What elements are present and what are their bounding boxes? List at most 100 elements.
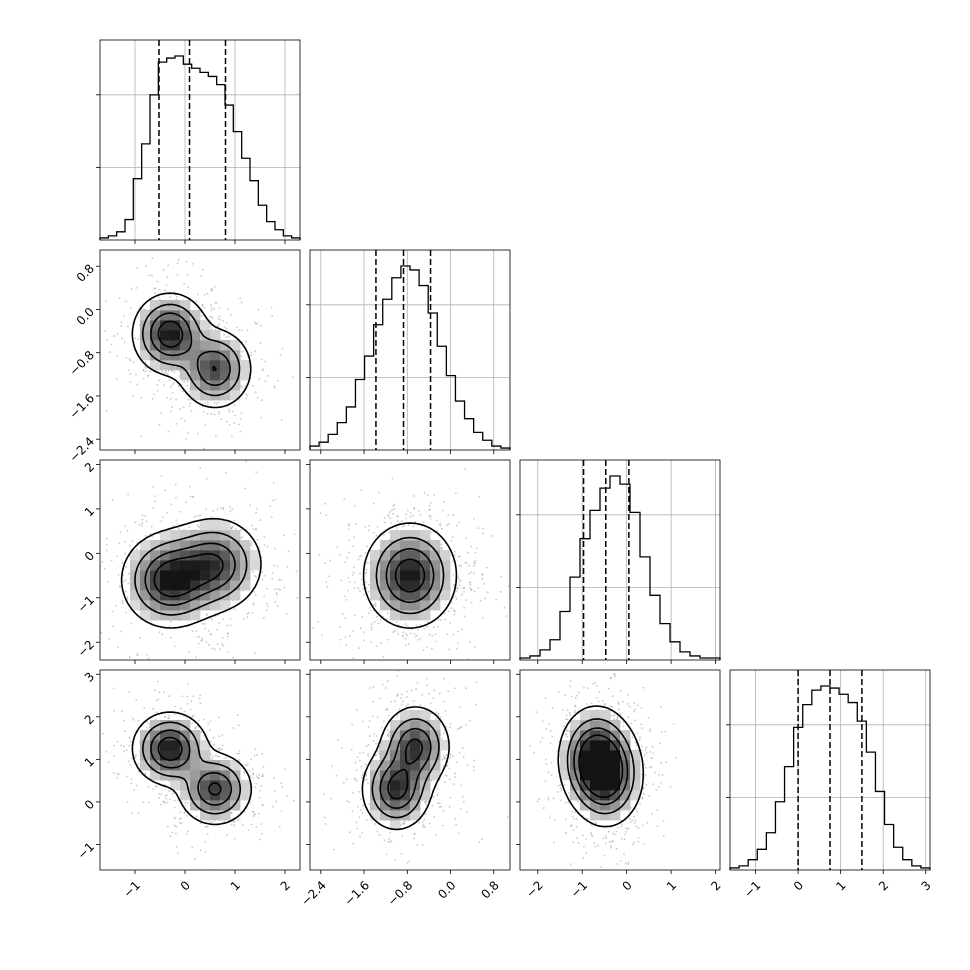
scatter-point: [123, 750, 125, 753]
contour-line: [157, 736, 222, 796]
density-cell: [210, 530, 221, 541]
scatter-point: [283, 586, 286, 589]
scatter-point: [400, 703, 403, 706]
scatter-point: [440, 543, 443, 546]
density-cell: [390, 560, 401, 571]
scatter-point: [222, 644, 225, 647]
density-cell: [150, 600, 161, 611]
scatter-point: [175, 846, 178, 848]
scatter-point: [629, 806, 632, 809]
scatter-point: [128, 744, 131, 747]
panel-frame: [99, 39, 301, 241]
scatter-point: [672, 723, 675, 726]
density-cell: [430, 760, 441, 771]
scatter-point: [324, 823, 327, 825]
scatter-point: [375, 534, 378, 537]
scatter-point: [155, 785, 158, 788]
scatter-point: [374, 602, 377, 605]
density-cell: [180, 530, 191, 541]
density-cell: [150, 730, 161, 741]
scatter-point: [344, 595, 346, 598]
scatter-point: [274, 601, 276, 603]
scatter-point: [649, 766, 651, 769]
density-cell: [240, 370, 251, 381]
scatter-point: [180, 817, 182, 820]
scatter-point: [480, 838, 483, 841]
scatter-point: [198, 635, 201, 638]
density-cell: [400, 600, 411, 611]
y-tick-label: 3: [82, 669, 97, 684]
density-cell: [430, 540, 441, 551]
scatter-point: [432, 696, 435, 699]
scatter-point: [594, 845, 597, 848]
scatter-point: [110, 559, 113, 562]
scatter-point: [398, 708, 401, 711]
scatter-point: [442, 809, 445, 812]
density-cell: [420, 580, 431, 591]
scatter-point: [405, 517, 407, 520]
scatter-point: [643, 754, 646, 757]
scatter-point: [379, 697, 382, 700]
scatter-point: [422, 520, 424, 523]
scatter-point: [103, 567, 106, 570]
scatter-point: [274, 547, 276, 550]
scatter-point: [664, 730, 667, 733]
scatter-point: [261, 773, 264, 776]
scatter-point: [170, 503, 173, 506]
scatter-point: [443, 501, 445, 503]
scatter-point: [373, 733, 376, 735]
scatter-point: [225, 322, 228, 324]
density-cell: [150, 590, 161, 601]
scatter-point: [141, 514, 144, 517]
scatter-point: [203, 293, 206, 296]
scatter-point: [226, 624, 229, 627]
scatter-point: [564, 801, 567, 804]
scatter-point: [236, 819, 239, 822]
scatter-point: [156, 383, 159, 386]
density-cell: [430, 570, 441, 581]
scatter-point: [387, 612, 389, 615]
density-cell: [380, 800, 391, 811]
density-cell: [590, 750, 601, 761]
density-cell: [410, 710, 421, 721]
scatter-point: [221, 748, 223, 751]
scatter-point: [448, 648, 451, 651]
scatter-point: [351, 810, 354, 813]
scatter-point: [469, 587, 471, 590]
density-cell: [140, 590, 151, 601]
scatter-point: [200, 315, 203, 317]
scatter-point: [369, 609, 372, 612]
scatter-point: [257, 776, 259, 779]
scatter-point: [470, 589, 473, 591]
scatter-point: [233, 837, 236, 840]
scatter-point: [137, 719, 140, 722]
scatter-point: [414, 666, 416, 668]
scatter-point: [360, 489, 363, 492]
scatter-point: [210, 325, 212, 327]
scatter-point: [629, 821, 632, 823]
density-cell: [370, 790, 381, 801]
scatter-point: [126, 529, 129, 532]
density-cell: [150, 770, 161, 781]
scatter-point: [135, 784, 138, 787]
scatter-point: [145, 366, 148, 369]
scatter-point: [574, 705, 576, 708]
density-cell: [210, 370, 221, 381]
scatter-point: [641, 797, 644, 800]
scatter-point: [361, 616, 364, 618]
scatter-point: [331, 765, 334, 768]
scatter-point: [573, 711, 576, 714]
scatter-point: [107, 581, 110, 583]
density-cell: [180, 580, 191, 591]
scatter-point: [332, 848, 335, 851]
scatter-point: [444, 710, 447, 712]
density-cell: [180, 550, 191, 561]
scatter-point: [602, 837, 605, 840]
scatter-point: [318, 554, 321, 556]
scatter-point: [436, 794, 439, 796]
contour-line: [387, 738, 423, 800]
scatter-point: [230, 823, 233, 826]
scatter-point: [401, 520, 403, 523]
density-cell: [370, 590, 381, 601]
scatter-point: [210, 753, 212, 755]
